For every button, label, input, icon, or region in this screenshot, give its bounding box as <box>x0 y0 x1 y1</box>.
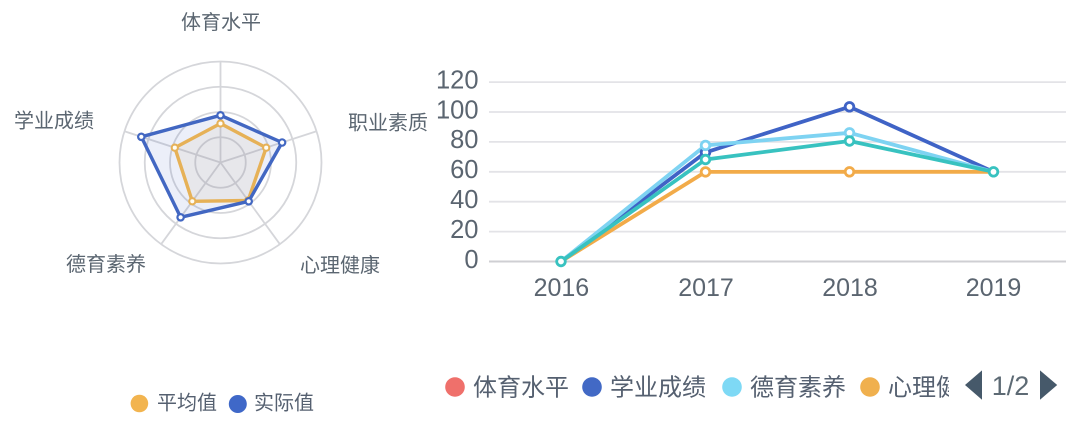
svg-text:学业成绩: 学业成绩 <box>14 110 94 133</box>
svg-text:1/2: 1/2 <box>992 371 1030 401</box>
svg-text:学业成绩: 学业成绩 <box>610 375 706 402</box>
svg-text:心理健康: 心理健康 <box>300 254 380 277</box>
svg-text:0: 0 <box>464 246 478 274</box>
svg-text:80: 80 <box>450 126 478 154</box>
svg-text:德育素养: 德育素养 <box>66 253 146 276</box>
svg-text:120: 120 <box>436 66 479 94</box>
svg-text:2019: 2019 <box>966 274 1022 302</box>
svg-text:体育水平: 体育水平 <box>181 11 261 34</box>
svg-text:体育水平: 体育水平 <box>473 375 569 402</box>
svg-text:实际值: 实际值 <box>254 392 314 415</box>
svg-text:60: 60 <box>450 156 478 184</box>
svg-text:平均值: 平均值 <box>157 392 217 415</box>
svg-text:2017: 2017 <box>678 274 734 302</box>
svg-text:德育素养: 德育素养 <box>750 375 846 402</box>
svg-text:2018: 2018 <box>822 274 878 302</box>
svg-text:20: 20 <box>450 216 478 244</box>
svg-text:2016: 2016 <box>534 274 590 302</box>
svg-text:心理健康: 心理健康 <box>888 375 984 402</box>
svg-text:40: 40 <box>450 186 478 214</box>
svg-text:职业素质: 职业素质 <box>348 112 428 135</box>
svg-text:100: 100 <box>436 96 479 124</box>
